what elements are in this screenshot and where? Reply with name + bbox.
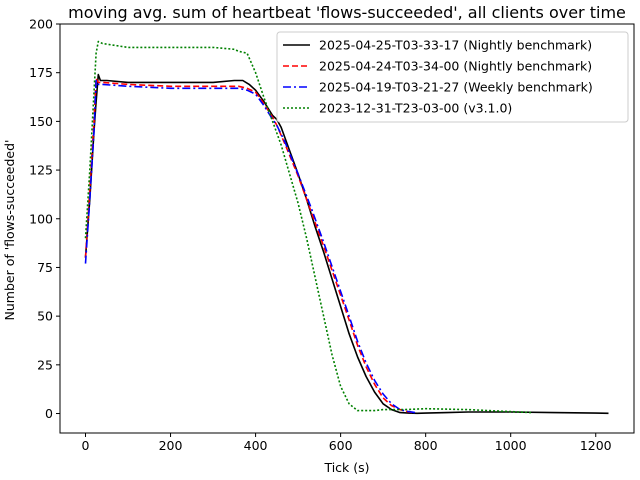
x-axis-label: Tick (s) — [323, 460, 369, 475]
y-tick-label: 150 — [29, 114, 53, 129]
y-tick-label: 125 — [29, 163, 53, 178]
y-tick-label: 0 — [45, 406, 53, 421]
legend-label-2: 2025-04-24-T03-34-00 (Nightly benchmark) — [319, 59, 592, 74]
x-tick-label: 1200 — [580, 438, 612, 453]
legend-label-1: 2025-04-25-T03-33-17 (Nightly benchmark) — [319, 38, 592, 53]
y-tick-label: 50 — [37, 309, 53, 324]
legend-label-3: 2025-04-19-T03-21-27 (Weekly benchmark) — [319, 80, 593, 95]
plot-frame — [59, 23, 635, 434]
series-line-1 — [84, 73, 609, 415]
y-tick-label: 175 — [29, 65, 53, 80]
x-axis-ticks: 0 200 400 600 800 1000 1200 — [82, 433, 612, 453]
plot-series — [84, 40, 609, 415]
y-tick-label: 100 — [29, 211, 53, 226]
y-tick-label: 25 — [37, 357, 53, 372]
series-line-2 — [84, 77, 414, 414]
y-axis-label: Number of 'flows-succeeded' — [2, 140, 17, 321]
x-tick-label: 0 — [82, 438, 90, 453]
legend-label-4: 2023-12-31-T23-03-00 (v3.1.0) — [319, 101, 512, 116]
x-tick-label: 800 — [414, 438, 438, 453]
x-tick-label: 1000 — [495, 438, 527, 453]
y-axis-ticks: 0 25 50 75 100 125 150 175 200 — [29, 17, 60, 421]
chart-title: moving avg. sum of heartbeat 'flows-succ… — [68, 3, 626, 22]
x-tick-label: 400 — [244, 438, 268, 453]
y-tick-label: 75 — [37, 260, 53, 275]
y-tick-label: 200 — [29, 17, 53, 32]
x-tick-label: 200 — [159, 438, 183, 453]
legend-box — [276, 31, 629, 123]
series-line-3 — [84, 79, 416, 414]
x-tick-label: 600 — [329, 438, 353, 453]
legend: 2025-04-25-T03-33-17 (Nightly benchmark)… — [276, 31, 629, 123]
